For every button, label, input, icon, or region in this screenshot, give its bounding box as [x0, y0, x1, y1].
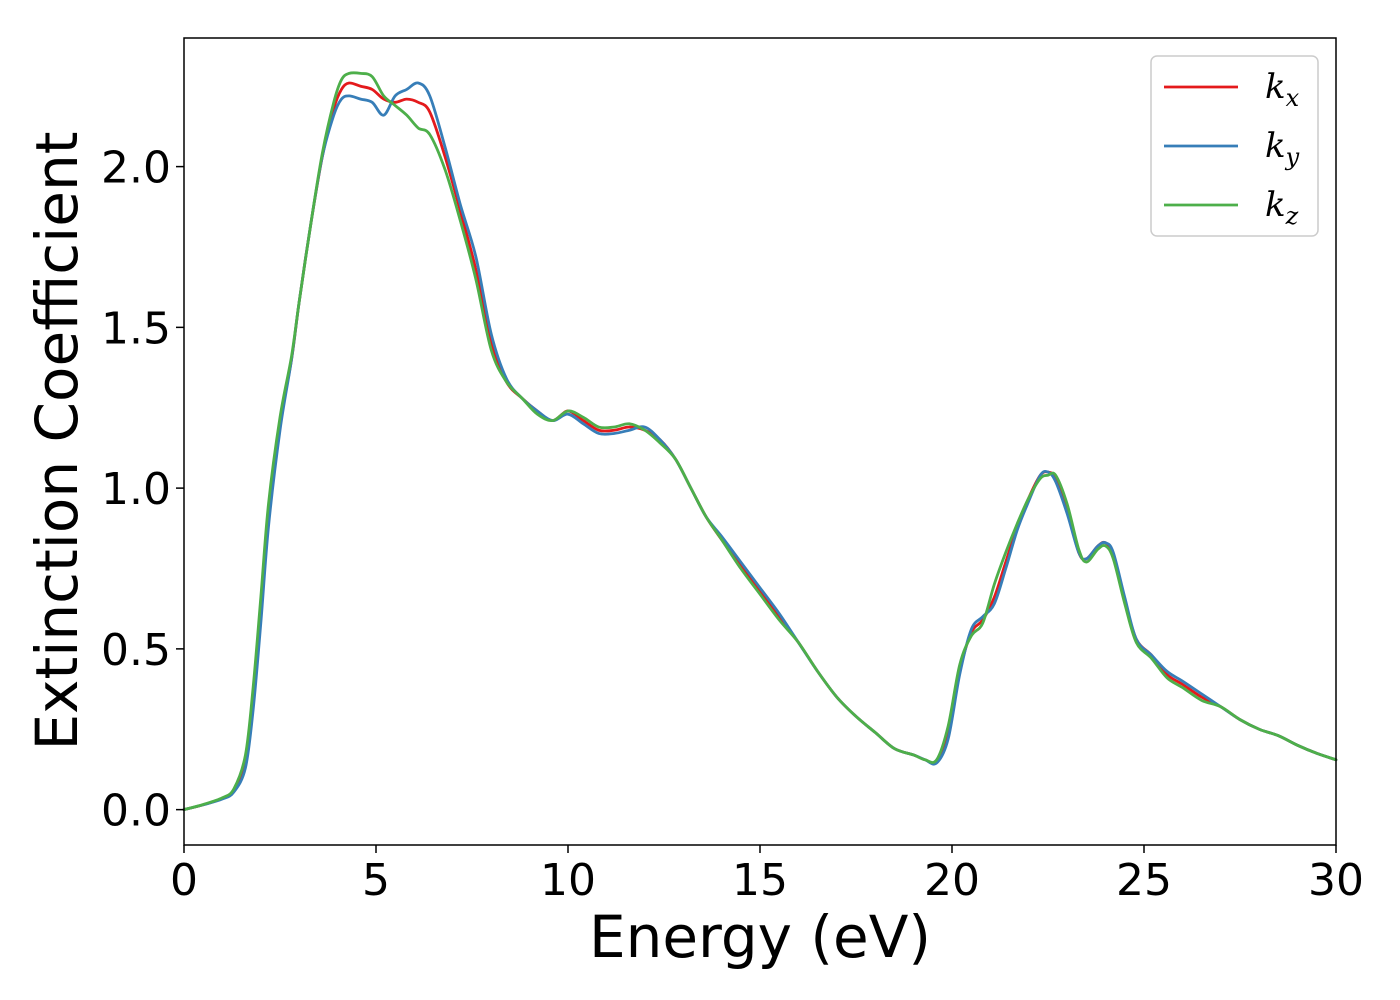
- y-axis-ticks: 0.0 0.5 1.0 1.5 2.0: [101, 143, 184, 837]
- x-tick-label: 10: [540, 855, 596, 906]
- x-tick-label: 5: [362, 855, 390, 906]
- legend-label-kz: kz: [1265, 185, 1299, 230]
- x-tick-label: 30: [1308, 855, 1364, 906]
- legend-label-ky: ky: [1265, 126, 1300, 171]
- x-tick-label: 0: [170, 855, 198, 906]
- x-axis-ticks: 0 5 10 15 20 25 30: [170, 845, 1364, 906]
- legend-label-kx: kx: [1265, 67, 1300, 112]
- x-tick-label: 15: [732, 855, 788, 906]
- x-axis-label: Energy (eV): [589, 903, 931, 971]
- legend: kx ky kz: [1150, 55, 1319, 237]
- y-tick-label: 0.5: [101, 625, 171, 676]
- y-tick-label: 0.0: [101, 786, 171, 837]
- x-tick-label: 25: [1116, 855, 1172, 906]
- y-tick-label: 1.0: [101, 464, 171, 515]
- y-axis-label: Extinction Coefficient: [23, 132, 91, 751]
- y-tick-label: 2.0: [101, 143, 171, 194]
- series-line-kz: [182, 71, 1338, 812]
- x-tick-label: 20: [924, 855, 980, 906]
- series-layer: [182, 71, 1338, 812]
- y-tick-label: 1.5: [101, 303, 171, 354]
- series-line-ky: [182, 81, 1338, 812]
- legend-entries: kx ky kz: [1164, 67, 1300, 230]
